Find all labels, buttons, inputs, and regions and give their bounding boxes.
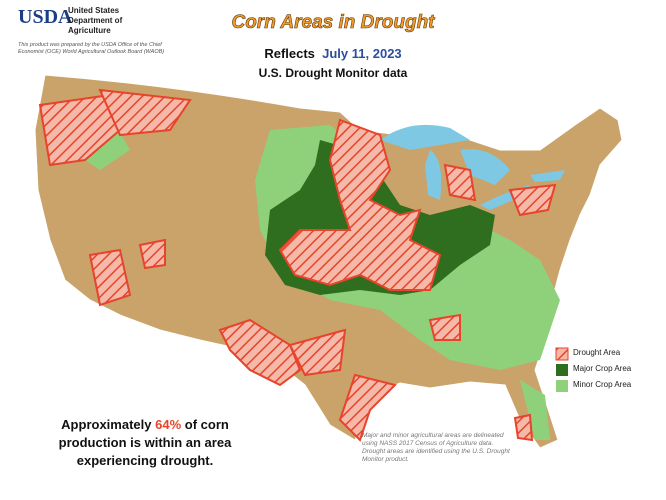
- statement: Approximately 64% of corn production is …: [40, 416, 250, 470]
- drought-area: [88, 248, 132, 307]
- lake: [380, 124, 470, 150]
- drought-area: [288, 328, 347, 377]
- drought-area: [443, 163, 477, 202]
- drought-area: [513, 413, 534, 442]
- note: Major and minor agricultural areas are d…: [362, 432, 510, 463]
- legend-swatch-major: [556, 364, 568, 376]
- legend-label: Minor Crop Area: [573, 380, 632, 389]
- subtitle-source: U.S. Drought Monitor data: [258, 66, 408, 80]
- minor-crop: [520, 380, 550, 440]
- legend-label: Major Crop Area: [573, 364, 632, 373]
- title: Corn Areas in Drought: [231, 12, 435, 34]
- drought-area: [278, 118, 442, 291]
- subtitle-prefix: Reflects: [264, 46, 315, 61]
- subtitle-line: Reflects July 11, 2023: [170, 46, 496, 61]
- statement-percent: 64%: [155, 417, 182, 432]
- statement-before: Approximately: [61, 417, 152, 432]
- drought-area: [138, 238, 166, 270]
- statement-after: of corn production is within an area exp…: [58, 417, 232, 468]
- drought-area: [98, 88, 192, 137]
- legend-label: Drought Area: [573, 348, 621, 357]
- lake: [460, 149, 510, 185]
- subtitle-date: July 11, 2023: [322, 46, 402, 61]
- legend-swatch-minor: [556, 380, 568, 392]
- drought-area: [338, 373, 397, 442]
- drought-area: [38, 93, 122, 167]
- drought-area: [428, 313, 461, 341]
- logo: USDA: [18, 6, 73, 28]
- drought-area: [508, 183, 557, 217]
- legend-swatch-drought: [555, 347, 569, 361]
- lake: [530, 170, 565, 182]
- lake: [425, 150, 442, 200]
- credit: This product was prepared by the USDA Of…: [18, 42, 165, 55]
- agency: United States Department of Agriculture: [68, 6, 123, 35]
- drought-area: [218, 318, 302, 387]
